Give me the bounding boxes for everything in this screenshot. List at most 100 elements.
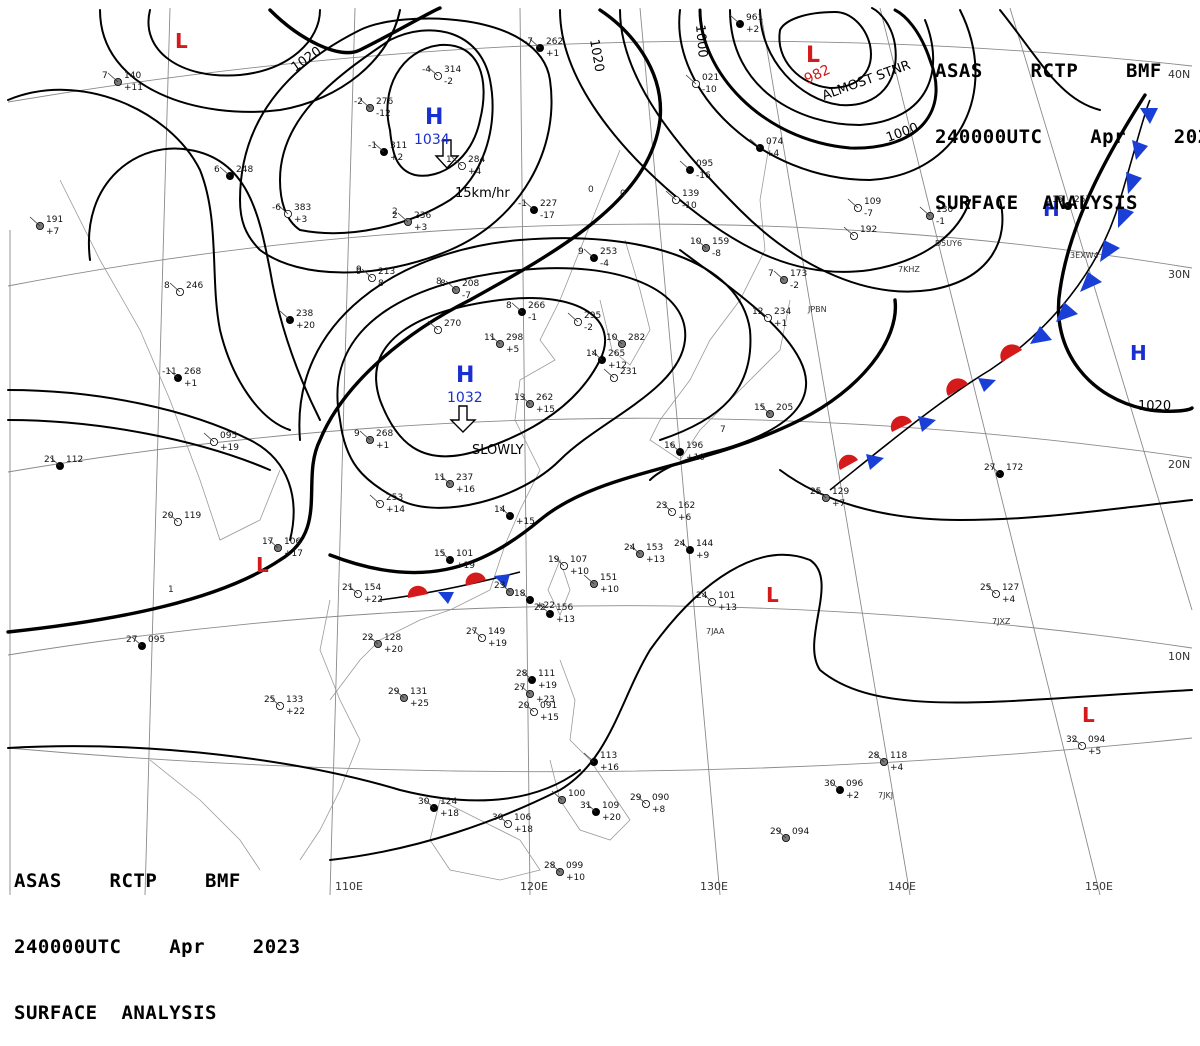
wind-barb — [489, 334, 501, 345]
wind-barb — [131, 636, 143, 647]
station-tendency: +16 — [600, 763, 619, 773]
wind-barb — [629, 544, 641, 555]
wind-barb — [359, 98, 371, 109]
station-temperature: 21 — [342, 583, 353, 593]
station-temperature: 30 — [492, 813, 504, 823]
isobar-high1032-ring-2 — [336, 267, 687, 509]
station-plot: 27 095 — [126, 635, 165, 651]
lat-line-0 — [7, 737, 1193, 773]
station-plot: 130-1 — [919, 205, 953, 227]
footer-line-3: SURFACE ANALYSIS — [14, 1002, 217, 1024]
station-plot: 24 144 +9 — [674, 539, 713, 561]
station-plot: 27 +23 — [514, 683, 555, 705]
station-plot: 18 +22 — [514, 589, 555, 611]
station-tendency: +4 — [468, 167, 482, 177]
isobar-mid-wave-c — [649, 249, 807, 481]
station-temperature: -2 — [354, 97, 363, 107]
wind-barb — [49, 456, 61, 467]
station-pressure: 298 — [506, 333, 523, 343]
station-plot: 15 257 — [1052, 195, 1091, 210]
station-pressure: 191 — [46, 215, 63, 225]
isobar-mid-wave-a — [559, 9, 971, 273]
station-plot: 961+2 — [729, 13, 763, 35]
station-temperature: 13 — [514, 393, 525, 403]
station-pressure: 266 — [528, 301, 545, 311]
isobar-west-ring-a — [147, 9, 321, 77]
station-temperature: 28 — [868, 751, 880, 761]
ship-id: 7KHZ — [898, 265, 920, 274]
coast-india — [59, 179, 281, 541]
wind-barb — [679, 160, 691, 171]
isobar-label-1020-a: 1020 — [289, 44, 325, 75]
station-temperature: 8 — [164, 281, 170, 291]
wind-barb — [269, 696, 281, 707]
station-tendency: +9 — [696, 551, 710, 561]
wind-barb — [393, 688, 405, 699]
station-temperature: 11 — [434, 473, 445, 483]
wind-barb — [397, 212, 409, 223]
wind-barb — [611, 334, 623, 345]
station-pressure: 270 — [444, 319, 461, 329]
misc-label: 2 — [392, 207, 398, 217]
station-tendency: +19 — [220, 443, 239, 453]
station-temperature: -1 — [368, 141, 377, 151]
station-plot: 14 265 +12 — [586, 349, 627, 371]
isobar-1020-east — [1056, 93, 1194, 413]
station-temperature: 8 — [506, 301, 512, 311]
station-tendency: -1 — [936, 217, 945, 227]
station-pressure: 095 — [696, 159, 713, 169]
wind-barb — [591, 350, 603, 361]
station-plot: 22 128 +20 — [362, 633, 403, 655]
wind-barb — [635, 794, 647, 805]
station-tendency: -7 — [864, 209, 873, 219]
station-tendency: -8 — [712, 249, 721, 259]
station-plot: 270 — [427, 319, 461, 334]
station-plot: 24 153 +13 — [624, 543, 665, 565]
station-pressure: 253 — [386, 493, 403, 503]
lat-label-20n: 20N — [1168, 458, 1190, 471]
isobar-label-1000-a: 1000 — [692, 24, 710, 58]
station-plot: 28 099 +10 — [544, 861, 585, 883]
station-plot: -4 314 -2 — [422, 65, 461, 87]
station-temperature: 15 — [754, 403, 765, 413]
coast-indochina — [299, 599, 361, 861]
wind-barb — [919, 206, 931, 217]
station-plot: 15 101 +19 — [434, 549, 475, 571]
station-temperature: 27 — [984, 463, 995, 473]
station-plot: 21 154 +22 — [342, 583, 383, 605]
front-triangle — [1056, 302, 1078, 322]
station-temperature: -11 — [162, 367, 177, 377]
station-tendency: +7 — [832, 499, 845, 509]
station-plot: 139-10 — [665, 189, 699, 211]
station-plot: 28 111 +19 — [516, 669, 557, 691]
coast-sumatra — [149, 759, 261, 871]
wind-barb — [665, 190, 677, 201]
station-tendency: +15 — [540, 713, 559, 723]
station-temperature: 12 — [752, 307, 763, 317]
front-semicircle — [946, 378, 968, 396]
station-tendency: +3 — [414, 223, 427, 233]
wind-barb — [279, 310, 291, 321]
station-tendency: +19 — [538, 681, 557, 691]
station-plot: 231 — [603, 367, 637, 382]
station-tendency: +4 — [1002, 595, 1016, 605]
wind-barb — [523, 200, 535, 211]
station-tendency: -16 — [696, 171, 711, 181]
station-plot: 7 140 +11 — [102, 71, 143, 93]
station-plot: -6 383 +3 — [272, 203, 311, 225]
station-tendency: +2 — [846, 791, 859, 801]
station-plot: 30 096 +2 — [824, 779, 863, 801]
station-tendency: +18 — [440, 809, 459, 819]
station-pressure: 231 — [620, 367, 637, 377]
wind-barb — [499, 506, 511, 517]
front-triangle — [918, 416, 936, 432]
station-plot: 25 133 +22 — [264, 695, 305, 717]
station-tendency: +19 — [456, 561, 475, 571]
station-tendency: +13 — [646, 555, 665, 565]
wind-barb — [989, 464, 1001, 475]
station-plot: 095-16 — [679, 159, 713, 181]
weather-map: 40N 30N 20N 10N 110E 120E 130E 140E 150E — [6, 6, 1200, 1024]
front-triangle — [1030, 326, 1052, 344]
isobar-1020-west — [6, 8, 663, 634]
station-tendency: -4 — [600, 259, 609, 269]
